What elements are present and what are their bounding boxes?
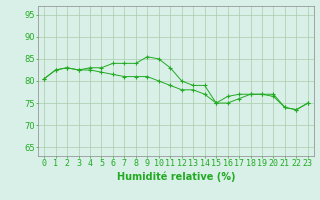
X-axis label: Humidité relative (%): Humidité relative (%) [117,171,235,182]
